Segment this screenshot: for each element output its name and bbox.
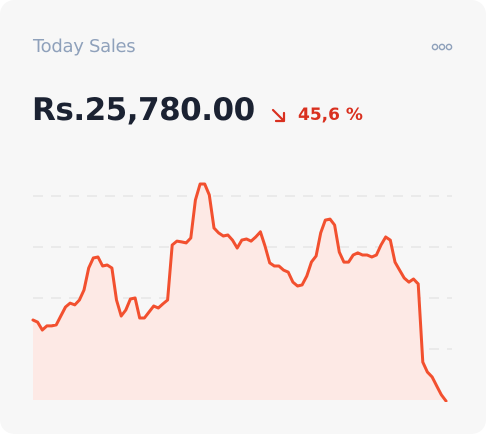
line <box>31 182 448 402</box>
more-icon[interactable] <box>431 43 453 51</box>
change: 45,6 % <box>298 105 363 125</box>
down-arrow-icon <box>271 108 286 123</box>
card-title: Today Sales <box>33 36 136 57</box>
amount: Rs.25,780.00 <box>32 92 255 128</box>
plot <box>31 182 452 402</box>
area <box>33 184 446 401</box>
